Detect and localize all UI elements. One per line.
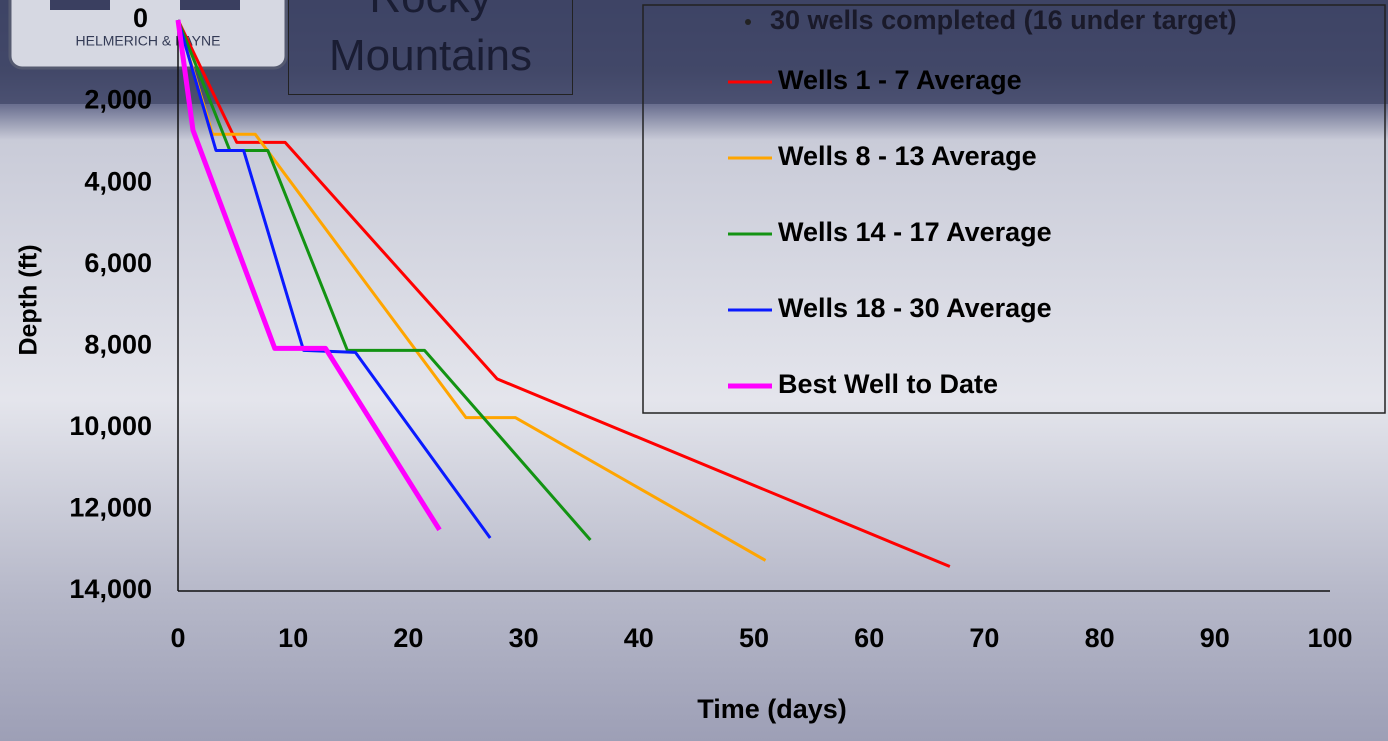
x-tick-label: 100	[1307, 623, 1352, 653]
x-axis-label: Time (days)	[697, 694, 847, 724]
legend-label: Wells 1 - 7 Average	[778, 65, 1022, 95]
x-tick-label: 40	[624, 623, 654, 653]
chart-title: Rocky Mountains	[288, 0, 573, 95]
x-tick-label: 10	[278, 623, 308, 653]
y-tick-label: 4,000	[84, 166, 152, 196]
y-tick-label: 2,000	[84, 85, 152, 115]
logo-block	[50, 0, 110, 10]
x-tick-label: 0	[170, 623, 185, 653]
logo-text: HELMERICH & PAYNE	[76, 33, 221, 49]
x-tick-label: 90	[1200, 623, 1230, 653]
x-tick-label: 30	[509, 623, 539, 653]
legend-label: Best Well to Date	[778, 369, 998, 399]
y-tick-label: 12,000	[69, 493, 152, 523]
annotation: 30 wells completed (16 under target)	[770, 5, 1237, 35]
y-tick-label: 6,000	[84, 248, 152, 278]
y-tick-label: 14,000	[69, 574, 152, 604]
bullet	[745, 19, 751, 25]
x-tick-label: 20	[393, 623, 423, 653]
legend-label: Wells 18 - 30 Average	[778, 293, 1052, 323]
y-tick-label: 10,000	[69, 411, 152, 441]
logo-block	[180, 0, 240, 10]
x-tick-label: 70	[969, 623, 999, 653]
y-tick-label: 0	[133, 3, 148, 33]
y-tick-label: 8,000	[84, 329, 152, 359]
chart: HELMERICH & PAYNE 30 wells completed (16…	[0, 0, 1388, 741]
legend-label: Wells 8 - 13 Average	[778, 141, 1037, 171]
y-axis-label: Depth (ft)	[15, 244, 43, 355]
x-tick-label: 80	[1085, 623, 1115, 653]
page: HELMERICH & PAYNE 30 wells completed (16…	[0, 0, 1388, 741]
legend-label: Wells 14 - 17 Average	[778, 217, 1052, 247]
x-tick-label: 60	[854, 623, 884, 653]
x-tick-label: 50	[739, 623, 769, 653]
